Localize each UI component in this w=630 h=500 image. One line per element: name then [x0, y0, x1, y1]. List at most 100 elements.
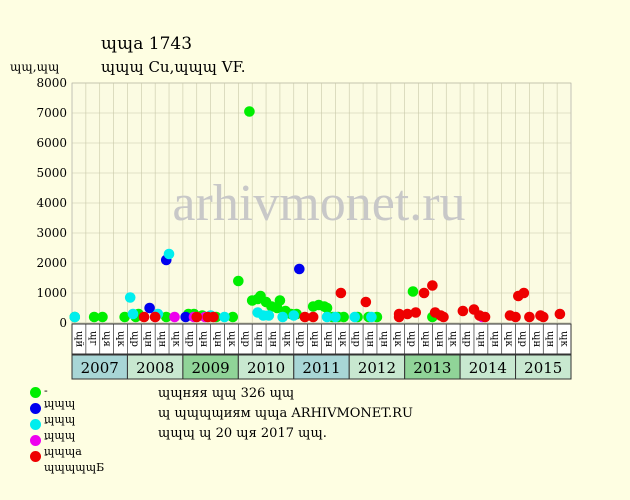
month-label: ɰн: [309, 331, 320, 347]
data-point: [127, 308, 139, 320]
y-tick-label: 6000: [36, 136, 67, 150]
year-band: [71, 354, 128, 380]
month-label: ɰн: [420, 331, 431, 347]
legend-dot-icon: [30, 387, 41, 398]
y-tick-label: 0: [59, 316, 67, 330]
month-label: ɰк: [559, 331, 570, 347]
year-label: 2012: [358, 359, 396, 377]
data-point: [479, 311, 491, 323]
grid: [72, 82, 571, 324]
month-label: ɰк: [170, 331, 181, 347]
month-label: ɰн: [365, 331, 376, 347]
month-label: ɰн: [157, 331, 168, 347]
data-point: [418, 287, 430, 299]
month-label: ɰк: [281, 331, 292, 347]
month-label: ɰк: [226, 331, 237, 347]
data-point: [402, 308, 413, 320]
year-band: [237, 354, 295, 380]
data-point: [124, 292, 136, 303]
month-label: ɰр: [295, 331, 306, 347]
chart-subtitle: ɰɰɰ Cu,ɰɰɰ VF.: [101, 58, 246, 76]
data-point: [138, 311, 150, 323]
data-point: [349, 311, 361, 323]
legend-dot-icon: [30, 451, 41, 462]
data-point: [321, 311, 333, 323]
month-label: ɰр: [406, 331, 417, 347]
month-label: ɰн: [254, 331, 265, 347]
watermark: arhivmonet.ru: [172, 175, 465, 232]
chart-title: ɰɰa 1743: [101, 34, 193, 54]
year-band: [459, 354, 517, 380]
month-label: ɰн: [143, 331, 154, 347]
month-label: ɰр: [517, 331, 528, 347]
data-points: [69, 106, 566, 323]
month-label: ɰр: [240, 331, 251, 347]
month-label: ɰр: [462, 331, 473, 347]
year-band: [293, 354, 350, 380]
y-tick-label: 4000: [36, 196, 67, 210]
data-point: [274, 295, 286, 306]
data-point: [97, 311, 108, 323]
data-point: [338, 311, 349, 323]
y-axis-ticks: 0 1000 2000 3000 4000 5000 6000 7000 8000: [36, 76, 67, 330]
note-date: ɰɰɰ ɰ 20 ɰя 2017 ɰɰ.: [158, 426, 327, 441]
data-point: [510, 311, 521, 323]
data-point: [277, 311, 288, 323]
data-point: [393, 311, 405, 323]
data-point: [119, 311, 130, 323]
y-tick-label: 7000: [36, 106, 67, 120]
month-label: ɰн: [323, 331, 334, 347]
data-point: [227, 311, 239, 323]
data-point: [518, 287, 530, 299]
data-point: [330, 311, 341, 323]
month-label: ɰр: [351, 331, 362, 347]
year-band: [182, 354, 239, 380]
data-point: [407, 286, 419, 297]
data-point: [144, 302, 155, 314]
month-label: ɰк: [503, 331, 514, 347]
month-label: ɰн: [489, 331, 500, 347]
data-point: [88, 311, 100, 323]
y-tick-label: 1000: [36, 286, 67, 300]
month-label: ɰк: [337, 331, 348, 347]
legend-label: - ɰɰɰa: [44, 432, 82, 458]
legend-label: - ɰɰɰ: [44, 384, 76, 410]
legend-label: - ɰɰɰ: [44, 400, 76, 426]
data-point: [208, 311, 219, 323]
month-label: ɰк: [115, 331, 126, 347]
legend-dot-icon: [30, 403, 41, 414]
y-tick-label: 5000: [36, 166, 67, 180]
month-label: ɰк: [448, 331, 459, 347]
data-point: [537, 311, 549, 323]
note-source: ɰ ɰɰɰɰиям ɰɰa ARHIVMONET.RU: [158, 406, 413, 421]
data-point: [160, 311, 172, 323]
data-point: [294, 263, 305, 275]
year-label: 2013: [413, 359, 451, 377]
legend-dot-icon: [30, 419, 41, 430]
year-label: 2014: [469, 359, 507, 377]
legend-label: - ɰɰɰɰɰБ: [44, 448, 105, 474]
y-tick-label: 8000: [36, 76, 67, 90]
data-point: [307, 311, 319, 323]
data-point: [457, 305, 469, 317]
data-point: [149, 311, 161, 323]
data-point: [219, 311, 230, 323]
year-band: [404, 354, 461, 380]
data-point: [180, 311, 191, 323]
data-point: [438, 311, 449, 323]
data-point: [366, 311, 377, 323]
month-label: ɰя: [101, 331, 112, 347]
x-axis: ɰй ɰг ɰя ɰк ɰр ɰн ɰн ɰк ɰр ɰн ɰн ɰк ɰр ɰн ɰн ɰк ɰр ɰн ɰн ɰк…: [71, 323, 572, 380]
data-point: [524, 311, 535, 323]
month-label: ɰн: [434, 331, 445, 347]
month-label: ɰн: [531, 331, 542, 347]
data-point: [69, 311, 81, 323]
data-point: [410, 307, 422, 318]
year-label: 2010: [247, 359, 285, 377]
data-point: [163, 248, 175, 260]
y-axis-unit: ɰɰ,ɰɰ: [10, 60, 60, 74]
year-label: 2007: [81, 359, 119, 377]
month-label: ɰр: [129, 331, 140, 347]
month-label: ɰк: [392, 331, 403, 347]
data-point: [427, 280, 438, 291]
